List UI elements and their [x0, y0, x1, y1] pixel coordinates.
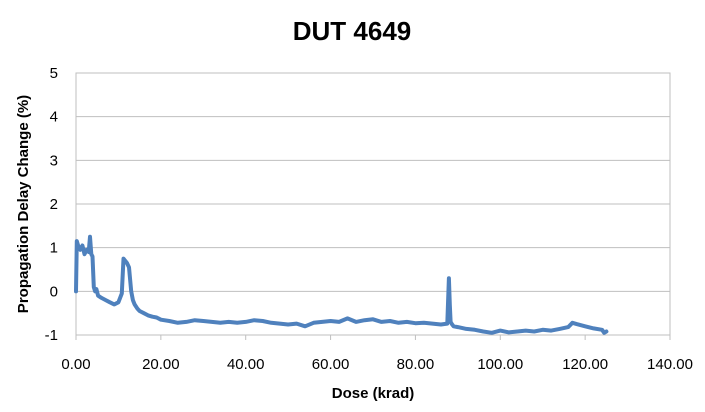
x-axis-label: Dose (krad) — [332, 385, 415, 402]
y-tick-label: 3 — [50, 152, 58, 169]
x-tick-label: 100.00 — [477, 356, 523, 373]
series-layer — [74, 234, 609, 335]
x-tick-label: 60.00 — [312, 356, 350, 373]
y-tick-label: -1 — [45, 327, 58, 344]
series-line — [74, 234, 609, 335]
x-tick-label: 20.00 — [142, 356, 180, 373]
y-tick-label: 4 — [50, 109, 58, 126]
y-tick-label: 0 — [50, 283, 58, 300]
y-tick-labels: -1 0 1 2 3 4 5 — [45, 65, 58, 344]
grid-layer — [76, 72, 670, 336]
chart-title: DUT 4649 — [293, 16, 412, 46]
y-tick-label: 5 — [50, 65, 58, 82]
x-tick-label: 140.00 — [647, 356, 693, 373]
x-tick-label: 0.00 — [61, 356, 90, 373]
x-tick-label: 40.00 — [227, 356, 265, 373]
y-tick-label: 1 — [50, 240, 58, 257]
x-tick-labels: 0.00 20.00 40.00 60.00 80.00 100.00 120.00 140.… — [61, 335, 693, 373]
x-tick-label: 80.00 — [397, 356, 435, 373]
y-axis-label: Propagation Delay Change (%) — [15, 95, 32, 313]
x-tick-label: 120.00 — [562, 356, 608, 373]
y-tick-label: 2 — [50, 196, 58, 213]
plot-area-border — [75, 72, 671, 336]
